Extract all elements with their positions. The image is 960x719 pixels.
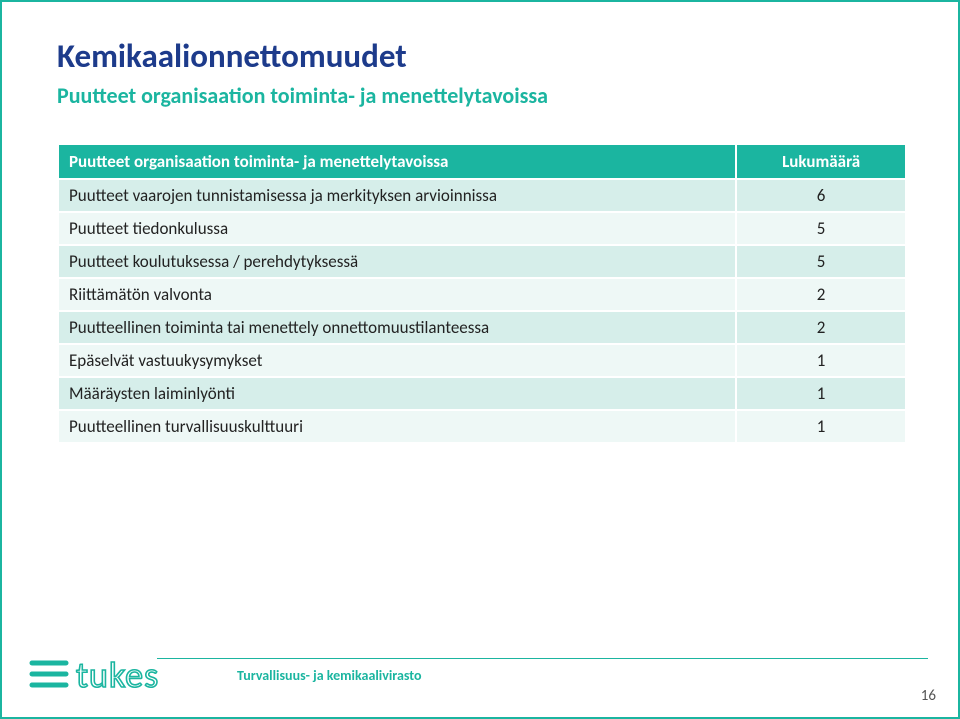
row-value: 2 xyxy=(736,278,906,311)
table-row: Puutteet koulutuksessa / perehdytyksessä… xyxy=(58,245,906,278)
row-label: Puutteellinen toiminta tai menettely onn… xyxy=(58,311,736,344)
table-header-left: Puutteet organisaation toiminta- ja mene… xyxy=(58,144,736,179)
row-value: 5 xyxy=(736,212,906,245)
row-value: 1 xyxy=(736,344,906,377)
page-subtitle: Puutteet organisaation toiminta- ja mene… xyxy=(57,82,903,109)
row-label: Puutteet koulutuksessa / perehdytyksessä xyxy=(58,245,736,278)
slide-content: Kemikaalionnettomuudet Puutteet organisa… xyxy=(2,2,958,444)
table-row: Puutteet vaarojen tunnistamisessa ja mer… xyxy=(58,179,906,212)
row-label: Puutteellinen turvallisuuskulttuuri xyxy=(58,410,736,443)
tukes-logo: tukes xyxy=(26,649,196,699)
row-label: Puutteet tiedonkulussa xyxy=(58,212,736,245)
table-row: Määräysten laiminlyönti 1 xyxy=(58,377,906,410)
page-title: Kemikaalionnettomuudet xyxy=(57,36,903,76)
slide-frame: Kemikaalionnettomuudet Puutteet organisa… xyxy=(0,0,960,719)
row-label: Puutteet vaarojen tunnistamisessa ja mer… xyxy=(58,179,736,212)
table-row: Epäselvät vastuukysymykset 1 xyxy=(58,344,906,377)
footer-divider xyxy=(157,658,928,659)
row-value: 1 xyxy=(736,377,906,410)
row-label: Epäselvät vastuukysymykset xyxy=(58,344,736,377)
logo-text: tukes xyxy=(76,653,159,697)
row-value: 5 xyxy=(736,245,906,278)
row-value: 1 xyxy=(736,410,906,443)
page-number: 16 xyxy=(921,687,936,705)
table-row: Puutteet tiedonkulussa 5 xyxy=(58,212,906,245)
row-value: 6 xyxy=(736,179,906,212)
footer-text: Turvallisuus- ja kemikaalivirasto xyxy=(237,667,422,684)
table-header-row: Puutteet organisaation toiminta- ja mene… xyxy=(58,144,906,179)
data-table: Puutteet organisaation toiminta- ja mene… xyxy=(57,143,907,444)
table-row: Puutteellinen turvallisuuskulttuuri 1 xyxy=(58,410,906,443)
table-row: Puutteellinen toiminta tai menettely onn… xyxy=(58,311,906,344)
row-label: Riittämätön valvonta xyxy=(58,278,736,311)
row-value: 2 xyxy=(736,311,906,344)
row-label: Määräysten laiminlyönti xyxy=(58,377,736,410)
slide-footer: tukes Turvallisuus- ja kemikaalivirasto … xyxy=(2,647,958,717)
table-header-right: Lukumäärä xyxy=(736,144,906,179)
table-row: Riittämätön valvonta 2 xyxy=(58,278,906,311)
